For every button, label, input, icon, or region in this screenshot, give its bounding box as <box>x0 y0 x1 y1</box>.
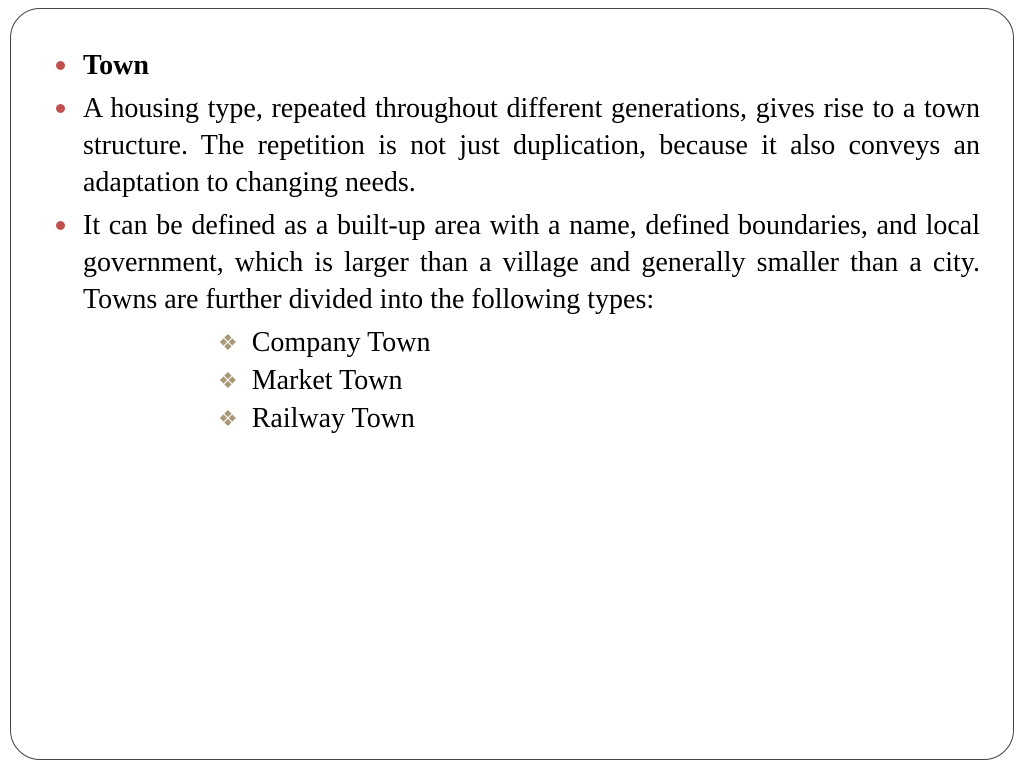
sub-item-text: Company Town <box>252 325 431 361</box>
diamond-icon: ❖ <box>218 401 238 437</box>
list-item: Town <box>48 48 980 85</box>
sub-list-item: ❖ Market Town <box>218 363 980 399</box>
list-item: It can be defined as a built-up area wit… <box>48 208 980 319</box>
bullet-icon <box>56 221 65 230</box>
bullet-icon <box>56 104 65 113</box>
list-item-text: Town <box>83 48 980 85</box>
sub-item-text: Market Town <box>252 363 403 399</box>
diamond-icon: ❖ <box>218 363 238 399</box>
bullet-icon <box>56 61 65 70</box>
list-item-text: A housing type, repeated throughout diff… <box>83 91 980 202</box>
sub-list-item: ❖ Railway Town <box>218 401 980 437</box>
list-item-text: It can be defined as a built-up area wit… <box>83 208 980 319</box>
sub-list: ❖ Company Town ❖ Market Town ❖ Railway T… <box>218 325 980 438</box>
list-item: A housing type, repeated throughout diff… <box>48 91 980 202</box>
slide-content: Town A housing type, repeated throughout… <box>48 48 980 440</box>
sub-list-item: ❖ Company Town <box>218 325 980 361</box>
diamond-icon: ❖ <box>218 325 238 361</box>
sub-item-text: Railway Town <box>252 401 415 437</box>
